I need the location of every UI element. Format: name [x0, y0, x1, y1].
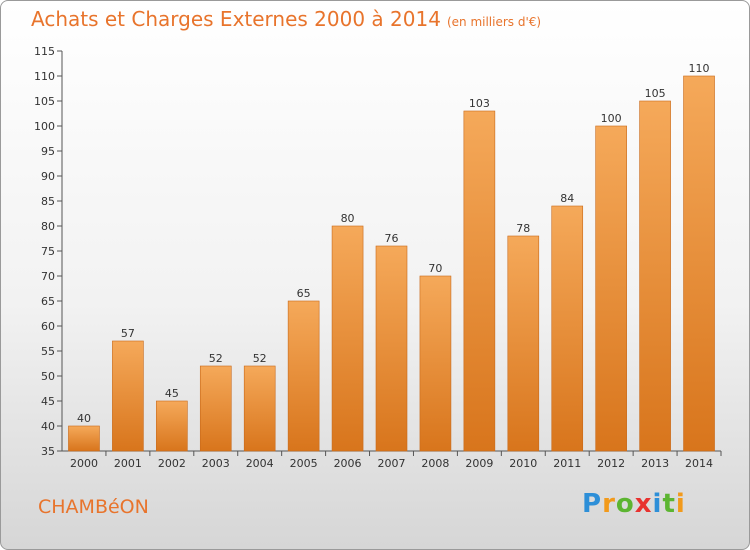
bar: [199, 365, 232, 452]
logo-letter: i: [652, 489, 663, 519]
y-tick-label: 85: [41, 195, 55, 208]
x-tick-label: 2005: [290, 457, 318, 470]
y-tick-label: 70: [41, 270, 55, 283]
logo-letter: i: [675, 489, 686, 519]
bar-value-label: 57: [121, 327, 135, 340]
bar: [375, 245, 408, 452]
logo-letter: r: [602, 489, 616, 519]
x-tick-label: 2000: [70, 457, 98, 470]
chart-title-text: Achats et Charges Externes 2000 à 2014: [31, 7, 441, 31]
chart-title: Achats et Charges Externes 2000 à 2014 (e…: [31, 7, 541, 31]
bar: [68, 425, 100, 452]
bar-value-label: 70: [428, 262, 442, 275]
y-tick-label: 50: [41, 370, 55, 383]
x-tick-label: 2010: [509, 457, 537, 470]
x-tick-label: 2014: [685, 457, 713, 470]
bar-value-label: 105: [645, 87, 666, 100]
y-tick-label: 110: [34, 70, 55, 83]
bar: [507, 235, 540, 452]
bar: [463, 110, 496, 452]
y-tick-label: 90: [41, 170, 55, 183]
y-tick-label: 75: [41, 245, 55, 258]
y-tick-label: 115: [34, 45, 55, 58]
bar: [551, 205, 584, 452]
y-tick-label: 35: [41, 445, 55, 458]
x-tick-label: 2009: [465, 457, 493, 470]
y-tick-label: 95: [41, 145, 55, 158]
bar-value-label: 78: [516, 222, 530, 235]
bar-value-label: 76: [385, 232, 399, 245]
bar-value-label: 65: [297, 287, 311, 300]
x-tick-label: 2013: [641, 457, 669, 470]
bar-value-label: 52: [209, 352, 223, 365]
y-tick-label: 100: [34, 120, 55, 133]
logo-letter: x: [634, 489, 653, 519]
proxiti-logo: Proxiti: [582, 489, 686, 519]
bar-value-label: 100: [601, 112, 622, 125]
logo-letter: t: [662, 489, 676, 519]
bar-value-label: 84: [560, 192, 574, 205]
x-tick-label: 2004: [246, 457, 274, 470]
bar: [156, 400, 188, 452]
y-tick-label: 40: [41, 420, 55, 433]
bar: [595, 125, 627, 452]
bar-value-label: 45: [165, 387, 179, 400]
bar-value-label: 40: [77, 412, 91, 425]
bar: [243, 365, 276, 452]
bar-value-label: 103: [469, 97, 490, 110]
place-name: CHAMBéON: [38, 496, 149, 518]
bar: [112, 340, 144, 452]
y-tick-label: 45: [41, 395, 55, 408]
bar-value-label: 110: [689, 62, 710, 75]
x-tick-label: 2002: [158, 457, 186, 470]
bar-value-label: 80: [341, 212, 355, 225]
x-tick-label: 2007: [378, 457, 406, 470]
chart-subtitle: (en milliers d'€): [446, 15, 542, 29]
x-tick-label: 2011: [553, 457, 581, 470]
logo-letter: o: [615, 489, 635, 519]
y-tick-label: 65: [41, 295, 55, 308]
bar-value-label: 52: [253, 352, 267, 365]
x-tick-label: 2006: [334, 457, 362, 470]
bar: [287, 300, 320, 452]
y-tick-label: 55: [41, 345, 55, 358]
bar: [331, 225, 364, 452]
y-tick-label: 105: [34, 95, 55, 108]
x-tick-label: 2008: [421, 457, 449, 470]
bar: [639, 100, 671, 452]
bar: [419, 275, 452, 452]
y-tick-label: 80: [41, 220, 55, 233]
x-tick-label: 2001: [114, 457, 142, 470]
logo-letter: P: [582, 489, 603, 519]
x-tick-label: 2012: [597, 457, 625, 470]
y-tick-label: 60: [41, 320, 55, 333]
bar: [683, 75, 715, 452]
x-tick-label: 2003: [202, 457, 230, 470]
